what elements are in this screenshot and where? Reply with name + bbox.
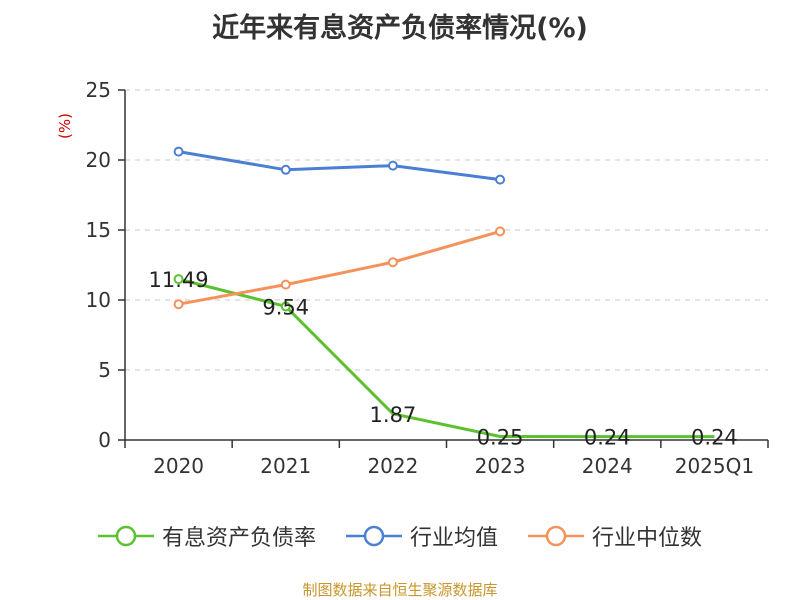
- chart-title: 近年来有息资产负债率情况(%): [212, 13, 588, 44]
- source-note: 制图数据来自恒生聚源数据库: [302, 581, 498, 599]
- legend-swatch: [97, 525, 154, 547]
- y-tick-label: 5: [98, 358, 111, 382]
- y-axis-unit-label: (%): [56, 113, 74, 139]
- data-point: [280, 301, 291, 312]
- legend-item-1[interactable]: 行业均值: [345, 520, 498, 552]
- x-tick-label: 2020: [153, 454, 204, 478]
- series-line-0: [178, 277, 715, 439]
- x-tick-label: 2022: [367, 454, 418, 478]
- y-tick-label: 0: [98, 428, 111, 452]
- data-point: [387, 257, 398, 268]
- data-point: [173, 146, 184, 157]
- legend-label: 行业均值: [409, 526, 498, 551]
- legend: 有息资产负债率 行业均值 行业中位数: [0, 520, 800, 552]
- y-tick-label: 20: [86, 148, 111, 172]
- data-label: 0.25: [477, 426, 524, 450]
- data-point: [495, 226, 506, 237]
- data-point: [495, 174, 506, 185]
- legend-item-2[interactable]: 行业中位数: [528, 520, 702, 552]
- data-point: [280, 279, 291, 290]
- series-lines: [173, 146, 715, 439]
- x-tick-label: 2024: [582, 454, 633, 478]
- data-labels: 11.49 9.54 1.87 0.25 0.24 0.24: [149, 268, 738, 450]
- x-tick-label: 2021: [260, 454, 311, 478]
- series-line-1: [178, 150, 501, 182]
- legend-label: 行业中位数: [592, 526, 703, 551]
- data-point: [173, 299, 184, 310]
- axes: 0 5 10 15 20 25 2020 2021 2022 2023 2024 2025Q1: [86, 78, 769, 478]
- legend-label: 有息资产负债率: [161, 526, 316, 551]
- data-label: 9.54: [262, 295, 309, 319]
- data-label: 0.24: [584, 426, 631, 450]
- data-point: [387, 160, 398, 171]
- legend-swatch: [528, 525, 584, 547]
- data-label: 11.49: [149, 268, 209, 292]
- data-point: [280, 164, 291, 175]
- data-point: [173, 274, 184, 285]
- x-tick-label: 2023: [475, 454, 526, 478]
- y-tick-label: 15: [86, 218, 111, 242]
- legend-item-0[interactable]: 有息资产负债率: [97, 520, 316, 552]
- legend-swatch: [345, 525, 402, 547]
- x-tick-label: 2025Q1: [675, 454, 754, 478]
- data-label: 0.24: [691, 426, 738, 450]
- grid-lines: [125, 89, 768, 371]
- y-tick-label: 10: [86, 288, 111, 312]
- series-line-2: [178, 229, 501, 306]
- y-tick-label: 25: [86, 78, 111, 102]
- data-label: 1.87: [370, 403, 417, 427]
